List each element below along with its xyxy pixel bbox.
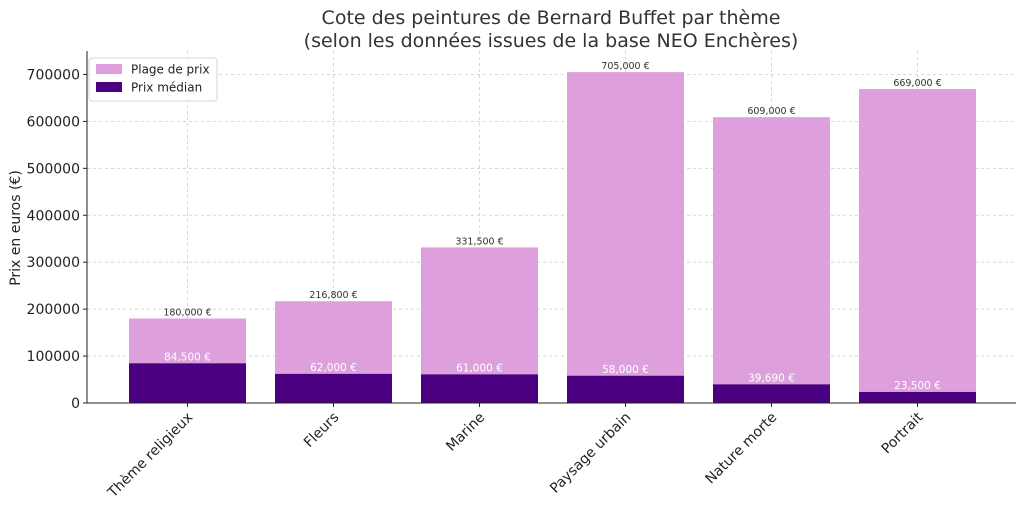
bar-median-price [859,391,976,403]
x-tick-label: Thème religieux [104,410,196,502]
data-label-median-price: 84,500 € [164,351,211,363]
data-label-price-range: 669,000 € [893,78,941,89]
bar-median-price [421,374,538,403]
legend-label-price-range: Plage de prix [131,63,210,77]
x-tick-label: Nature morte [703,410,781,488]
y-tick-label: 400000 [27,208,80,224]
chart-title-line-1: Cote des peintures de Bernard Buffet par… [322,7,781,29]
data-label-median-price: 61,000 € [456,362,503,374]
x-tick-label: Marine [443,410,488,455]
legend-swatch-price-range [96,64,122,74]
y-tick-label: 300000 [27,255,80,271]
y-tick-label: 600000 [27,114,80,130]
bar-price-range [567,72,684,404]
data-label-median-price: 58,000 € [602,364,649,376]
data-label-median-price: 23,500 € [894,380,941,392]
bar-price-range [713,117,830,404]
y-tick-label: 200000 [27,302,80,318]
y-axis-label: Prix en euros (€) [8,170,24,286]
bar-median-price [129,363,246,403]
x-tick-label: Fleurs [301,410,342,451]
x-tick-label: Portrait [879,409,927,457]
bar-median-price [275,373,392,403]
bar-median-price [713,384,830,403]
legend: Plage de prix Prix médian [88,57,218,102]
data-label-median-price: 62,000 € [310,362,357,374]
y-tick-label: 500000 [27,161,80,177]
x-tick-label: Paysage urbain [547,410,634,497]
data-label-price-range: 331,500 € [455,236,503,247]
data-label-price-range: 180,000 € [163,308,211,319]
data-label-price-range: 705,000 € [601,61,649,72]
data-label-median-price: 39,690 € [748,372,795,384]
legend-swatch-median-price [96,82,122,92]
bar-median-price [567,375,684,403]
legend-label-median-price: Prix médian [131,81,202,95]
data-label-price-range: 609,000 € [747,106,795,117]
chart-title-line-2: (selon les données issues de la base NEO… [304,30,799,52]
y-tick-label: 700000 [27,67,80,83]
y-tick-label: 0 [71,396,80,412]
y-tick-label: 100000 [27,349,80,365]
bar-price-range [859,89,976,404]
data-label-price-range: 216,800 € [309,290,357,301]
